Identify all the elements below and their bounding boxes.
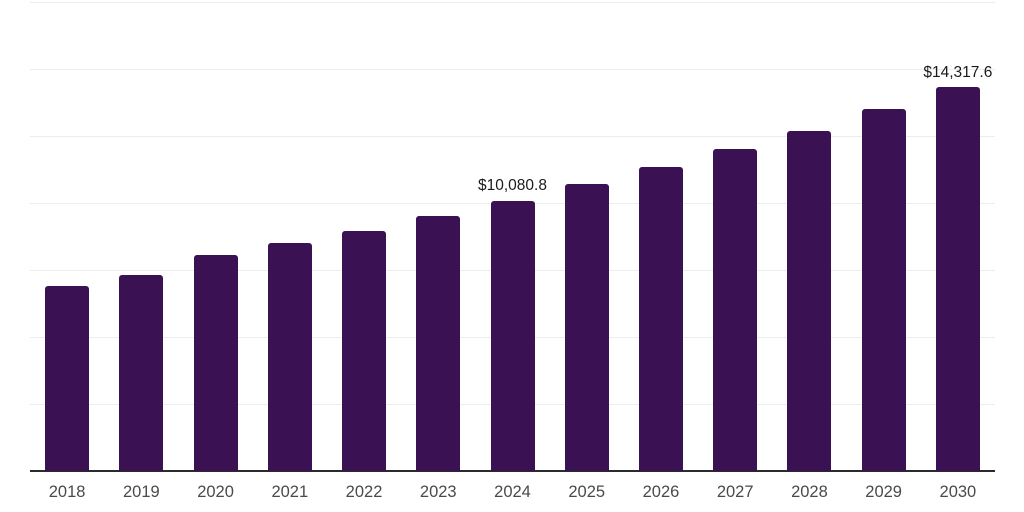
bar-2028 [787, 130, 832, 471]
x-tick-label-2023: 2023 [419, 483, 457, 501]
bar-2021 [267, 243, 312, 471]
x-tick-label-2021: 2021 [271, 483, 309, 501]
bar-2022 [342, 231, 387, 471]
bar-2023 [416, 215, 461, 471]
bar-2019 [119, 275, 164, 471]
x-tick-label-2030: 2030 [939, 483, 977, 501]
x-tick-label-2025: 2025 [568, 483, 606, 501]
value-label-2024: $10,080.8 [478, 177, 547, 195]
x-axis-line [30, 470, 995, 472]
x-tick-label-2022: 2022 [345, 483, 383, 501]
bar-2018 [45, 286, 90, 471]
x-tick-label-2024: 2024 [494, 483, 531, 501]
bar-2029 [861, 109, 906, 471]
x-tick-label-2027: 2027 [716, 483, 754, 501]
gridline [30, 2, 995, 3]
value-label-2030: $14,317.6 [923, 63, 993, 81]
bar-2020 [193, 255, 238, 471]
x-tick-label-2018: 2018 [48, 483, 86, 501]
gridline [30, 136, 995, 137]
x-tick-label-2019: 2019 [122, 483, 160, 501]
plot-area: $10,080.8 $14,317.6 [30, 2, 995, 472]
x-tick-label-2029: 2029 [865, 483, 902, 501]
gridline [30, 69, 995, 70]
x-tick-label-2020: 2020 [197, 483, 234, 501]
bar-2025 [564, 184, 609, 471]
bar-2027 [713, 149, 758, 471]
x-tick-label-2026: 2026 [642, 483, 680, 501]
x-axis-labels: 2018 2019 2020 2021 2022 2023 2024 2025 2026 2027… [30, 483, 995, 505]
bar-2026 [638, 166, 683, 471]
bar-2024 [490, 200, 535, 471]
x-tick-label-2028: 2028 [791, 483, 828, 501]
bar-2030 [935, 87, 980, 471]
